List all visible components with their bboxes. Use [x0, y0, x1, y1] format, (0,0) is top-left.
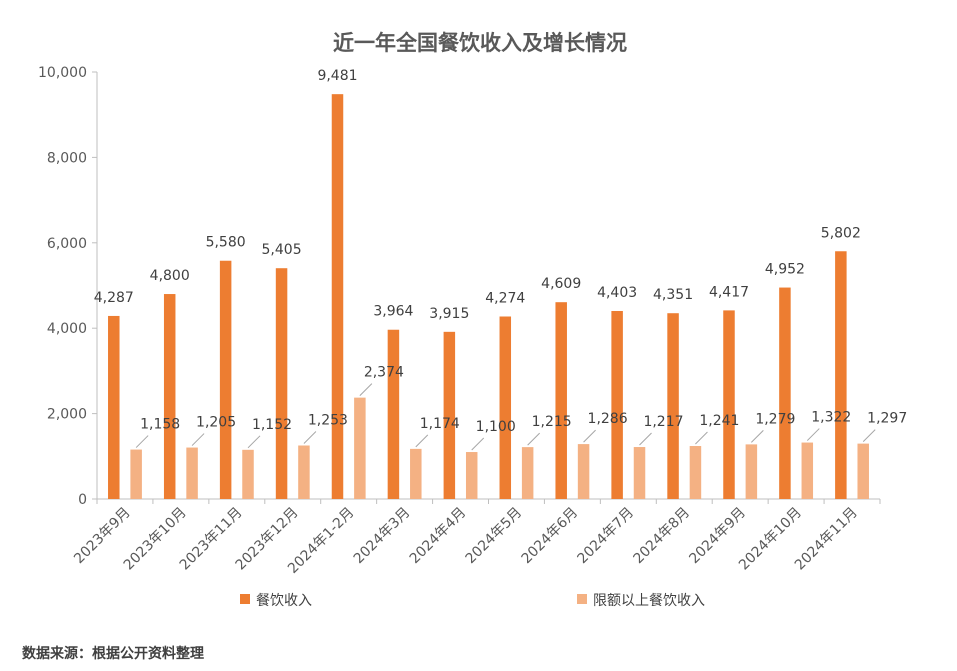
data-label-above-limit-revenue: 1,241	[699, 413, 739, 429]
data-label-catering-revenue: 4,609	[541, 276, 581, 292]
y-axis: 0 2,000 4,000 6,000 8,000 10,000	[38, 65, 98, 508]
data-label-catering-revenue: 3,915	[429, 306, 469, 322]
bar-catering-revenue	[835, 251, 847, 499]
bar-catering-revenue	[555, 302, 567, 499]
bar-above-limit-revenue	[521, 447, 534, 499]
data-label-above-limit-revenue: 1,152	[252, 417, 292, 433]
data-label-leader	[415, 434, 429, 448]
bar-catering-revenue	[611, 310, 623, 499]
bars	[108, 94, 869, 499]
bar-above-limit-revenue	[410, 448, 422, 499]
bar-above-limit-revenue	[745, 444, 758, 499]
bar-catering-revenue	[219, 260, 232, 499]
y-tick-label: 0	[78, 492, 87, 508]
data-label-catering-revenue: 4,351	[653, 287, 693, 303]
data-label-above-limit-revenue: 1,215	[532, 414, 572, 430]
data-label-leader	[583, 429, 596, 443]
data-label-leader	[191, 433, 205, 446]
legend: 餐饮收入 限额以上餐饮收入	[240, 593, 705, 609]
data-label-catering-revenue: 4,403	[597, 285, 637, 301]
chart-title: 近一年全国餐饮收入及增长情况	[333, 31, 627, 55]
bar-catering-revenue	[443, 331, 456, 499]
bar-above-limit-revenue	[242, 449, 254, 499]
data-label-above-limit-revenue: 2,374	[364, 365, 404, 381]
y-tick-label: 10,000	[38, 65, 87, 81]
data-label-catering-revenue: 3,964	[373, 304, 413, 320]
bar-above-limit-revenue	[465, 452, 478, 499]
legend-label: 限额以上餐饮收入	[593, 593, 705, 609]
data-label-catering-revenue: 4,800	[150, 268, 190, 284]
legend-swatch	[577, 594, 587, 604]
data-label-catering-revenue: 5,802	[821, 225, 861, 241]
data-label-above-limit-revenue: 1,205	[196, 415, 236, 431]
bar-catering-revenue	[275, 268, 288, 499]
bar-catering-revenue	[331, 94, 344, 499]
bar-above-limit-revenue	[633, 447, 646, 499]
bar-catering-revenue	[723, 310, 735, 499]
data-label-leader	[135, 435, 149, 448]
data-label-catering-revenue: 5,580	[206, 235, 246, 251]
bar-catering-revenue	[163, 294, 176, 499]
bar-catering-revenue	[387, 329, 400, 499]
legend-label: 餐饮收入	[256, 593, 312, 609]
data-label-catering-revenue: 5,405	[262, 242, 302, 258]
data-label-catering-revenue: 4,417	[709, 284, 749, 300]
data-label-leader	[751, 430, 764, 443]
bar-above-limit-revenue	[186, 447, 198, 499]
bar-catering-revenue	[108, 315, 120, 499]
bar-above-limit-revenue	[577, 444, 590, 499]
data-label-catering-revenue: 4,952	[765, 262, 805, 278]
source-note: 数据来源：根据公开资料整理	[22, 645, 204, 662]
bar-above-limit-revenue	[130, 449, 142, 499]
bar-catering-revenue	[499, 316, 512, 499]
data-label-leader	[303, 431, 317, 444]
data-label-catering-revenue: 4,274	[485, 291, 525, 307]
data-label-above-limit-revenue: 1,217	[643, 414, 683, 430]
data-label-leader	[639, 432, 652, 446]
data-label-catering-revenue: 4,287	[94, 290, 134, 306]
data-label-leader	[527, 432, 541, 446]
data-label-above-limit-revenue: 1,174	[420, 416, 460, 432]
data-label-leader	[862, 429, 876, 442]
data-label-catering-revenue: 9,481	[317, 68, 357, 84]
bar-above-limit-revenue	[689, 446, 702, 499]
data-labels: 4,287 4,800 5,580 5,405 9,481 3,964 3,915 4,274…	[94, 68, 907, 451]
data-label-above-limit-revenue: 1,158	[140, 417, 180, 433]
y-tick-label: 8,000	[47, 150, 87, 166]
bar-above-limit-revenue	[857, 443, 869, 499]
data-label-above-limit-revenue: 1,279	[755, 411, 795, 427]
y-tick-label: 6,000	[47, 236, 87, 252]
bar-catering-revenue	[667, 313, 679, 499]
data-label-leader	[359, 383, 373, 396]
bar-above-limit-revenue	[298, 445, 310, 499]
y-tick-label: 4,000	[47, 321, 87, 337]
data-label-leader	[806, 428, 820, 441]
y-tick-label: 2,000	[47, 407, 87, 423]
legend-swatch	[240, 594, 250, 604]
bar-above-limit-revenue	[354, 397, 366, 499]
data-label-leader	[247, 435, 261, 449]
data-label-above-limit-revenue: 1,100	[476, 419, 516, 435]
bar-above-limit-revenue	[801, 442, 814, 499]
data-label-above-limit-revenue: 1,322	[811, 410, 851, 426]
data-label-leader	[695, 431, 708, 445]
data-label-above-limit-revenue: 1,297	[867, 411, 907, 427]
data-label-leader	[471, 437, 485, 451]
bar-catering-revenue	[779, 287, 791, 499]
data-label-above-limit-revenue: 1,253	[308, 412, 348, 428]
data-label-above-limit-revenue: 1,286	[588, 411, 628, 427]
